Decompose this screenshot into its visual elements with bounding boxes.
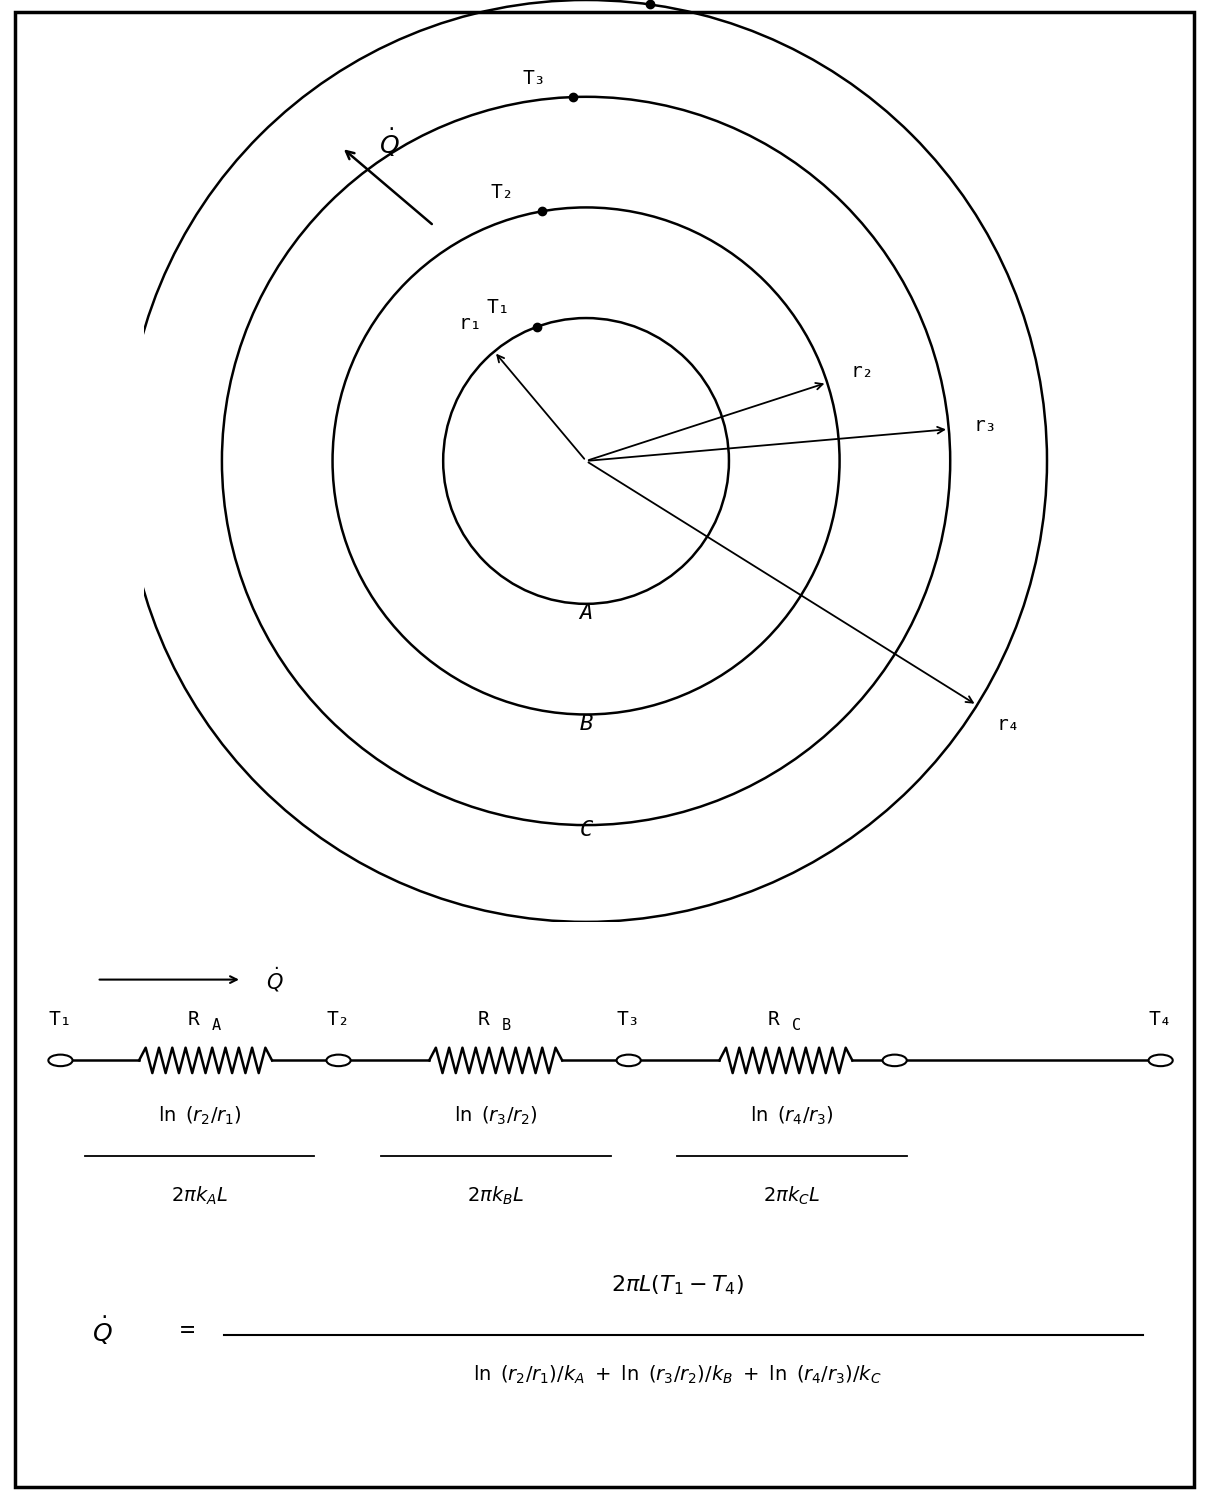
- Text: $2\pi L(T_1 - T_4)$: $2\pi L(T_1 - T_4)$: [611, 1274, 744, 1297]
- Text: $\ln\ (r_2/r_1)$: $\ln\ (r_2/r_1)$: [157, 1105, 242, 1127]
- Text: $\ln\ (r_4/r_3)$: $\ln\ (r_4/r_3)$: [750, 1105, 834, 1127]
- Text: $\dot{Q}$: $\dot{Q}$: [378, 126, 399, 159]
- Text: T₄: T₄: [1149, 1010, 1173, 1028]
- Text: B: B: [579, 714, 592, 733]
- Text: r₁: r₁: [458, 313, 482, 333]
- Text: $\dot{Q}$: $\dot{Q}$: [266, 965, 284, 994]
- Circle shape: [1149, 1055, 1173, 1066]
- Circle shape: [48, 1055, 73, 1066]
- Text: C: C: [579, 820, 592, 839]
- Text: R: R: [187, 1010, 199, 1028]
- Text: =: =: [180, 1318, 195, 1342]
- Text: $2\pi k_C L$: $2\pi k_C L$: [763, 1184, 821, 1207]
- Text: A: A: [212, 1018, 221, 1033]
- Circle shape: [326, 1055, 351, 1066]
- Circle shape: [883, 1055, 907, 1066]
- Text: T₁: T₁: [48, 1010, 73, 1028]
- Text: r₄: r₄: [996, 715, 1020, 735]
- Text: $2\pi k_B L$: $2\pi k_B L$: [467, 1184, 525, 1207]
- Text: $\dot{Q}$: $\dot{Q}$: [92, 1313, 114, 1346]
- Text: $2\pi k_A L$: $2\pi k_A L$: [170, 1184, 229, 1207]
- Text: T₁: T₁: [486, 298, 509, 318]
- Text: r₃: r₃: [973, 417, 997, 436]
- Text: $\ln\ (r_3/r_2)$: $\ln\ (r_3/r_2)$: [453, 1105, 538, 1127]
- Circle shape: [617, 1055, 641, 1066]
- Text: $\ln\ (r_2/r_1)/k_A\ +\ \ln\ (r_3/r_2)/k_B\ +\ \ln\ (r_4/r_3)/k_C$: $\ln\ (r_2/r_1)/k_A\ +\ \ln\ (r_3/r_2)/k…: [473, 1364, 881, 1385]
- Text: r₂: r₂: [850, 361, 874, 381]
- Text: T₃: T₃: [522, 69, 545, 88]
- Text: C: C: [792, 1018, 802, 1033]
- Text: R: R: [768, 1010, 780, 1028]
- Text: T₂: T₂: [491, 183, 514, 202]
- Text: T₃: T₃: [617, 1010, 641, 1028]
- Text: T₂: T₂: [326, 1010, 351, 1028]
- Text: A: A: [579, 603, 592, 624]
- Text: R: R: [478, 1010, 490, 1028]
- Text: B: B: [502, 1018, 511, 1033]
